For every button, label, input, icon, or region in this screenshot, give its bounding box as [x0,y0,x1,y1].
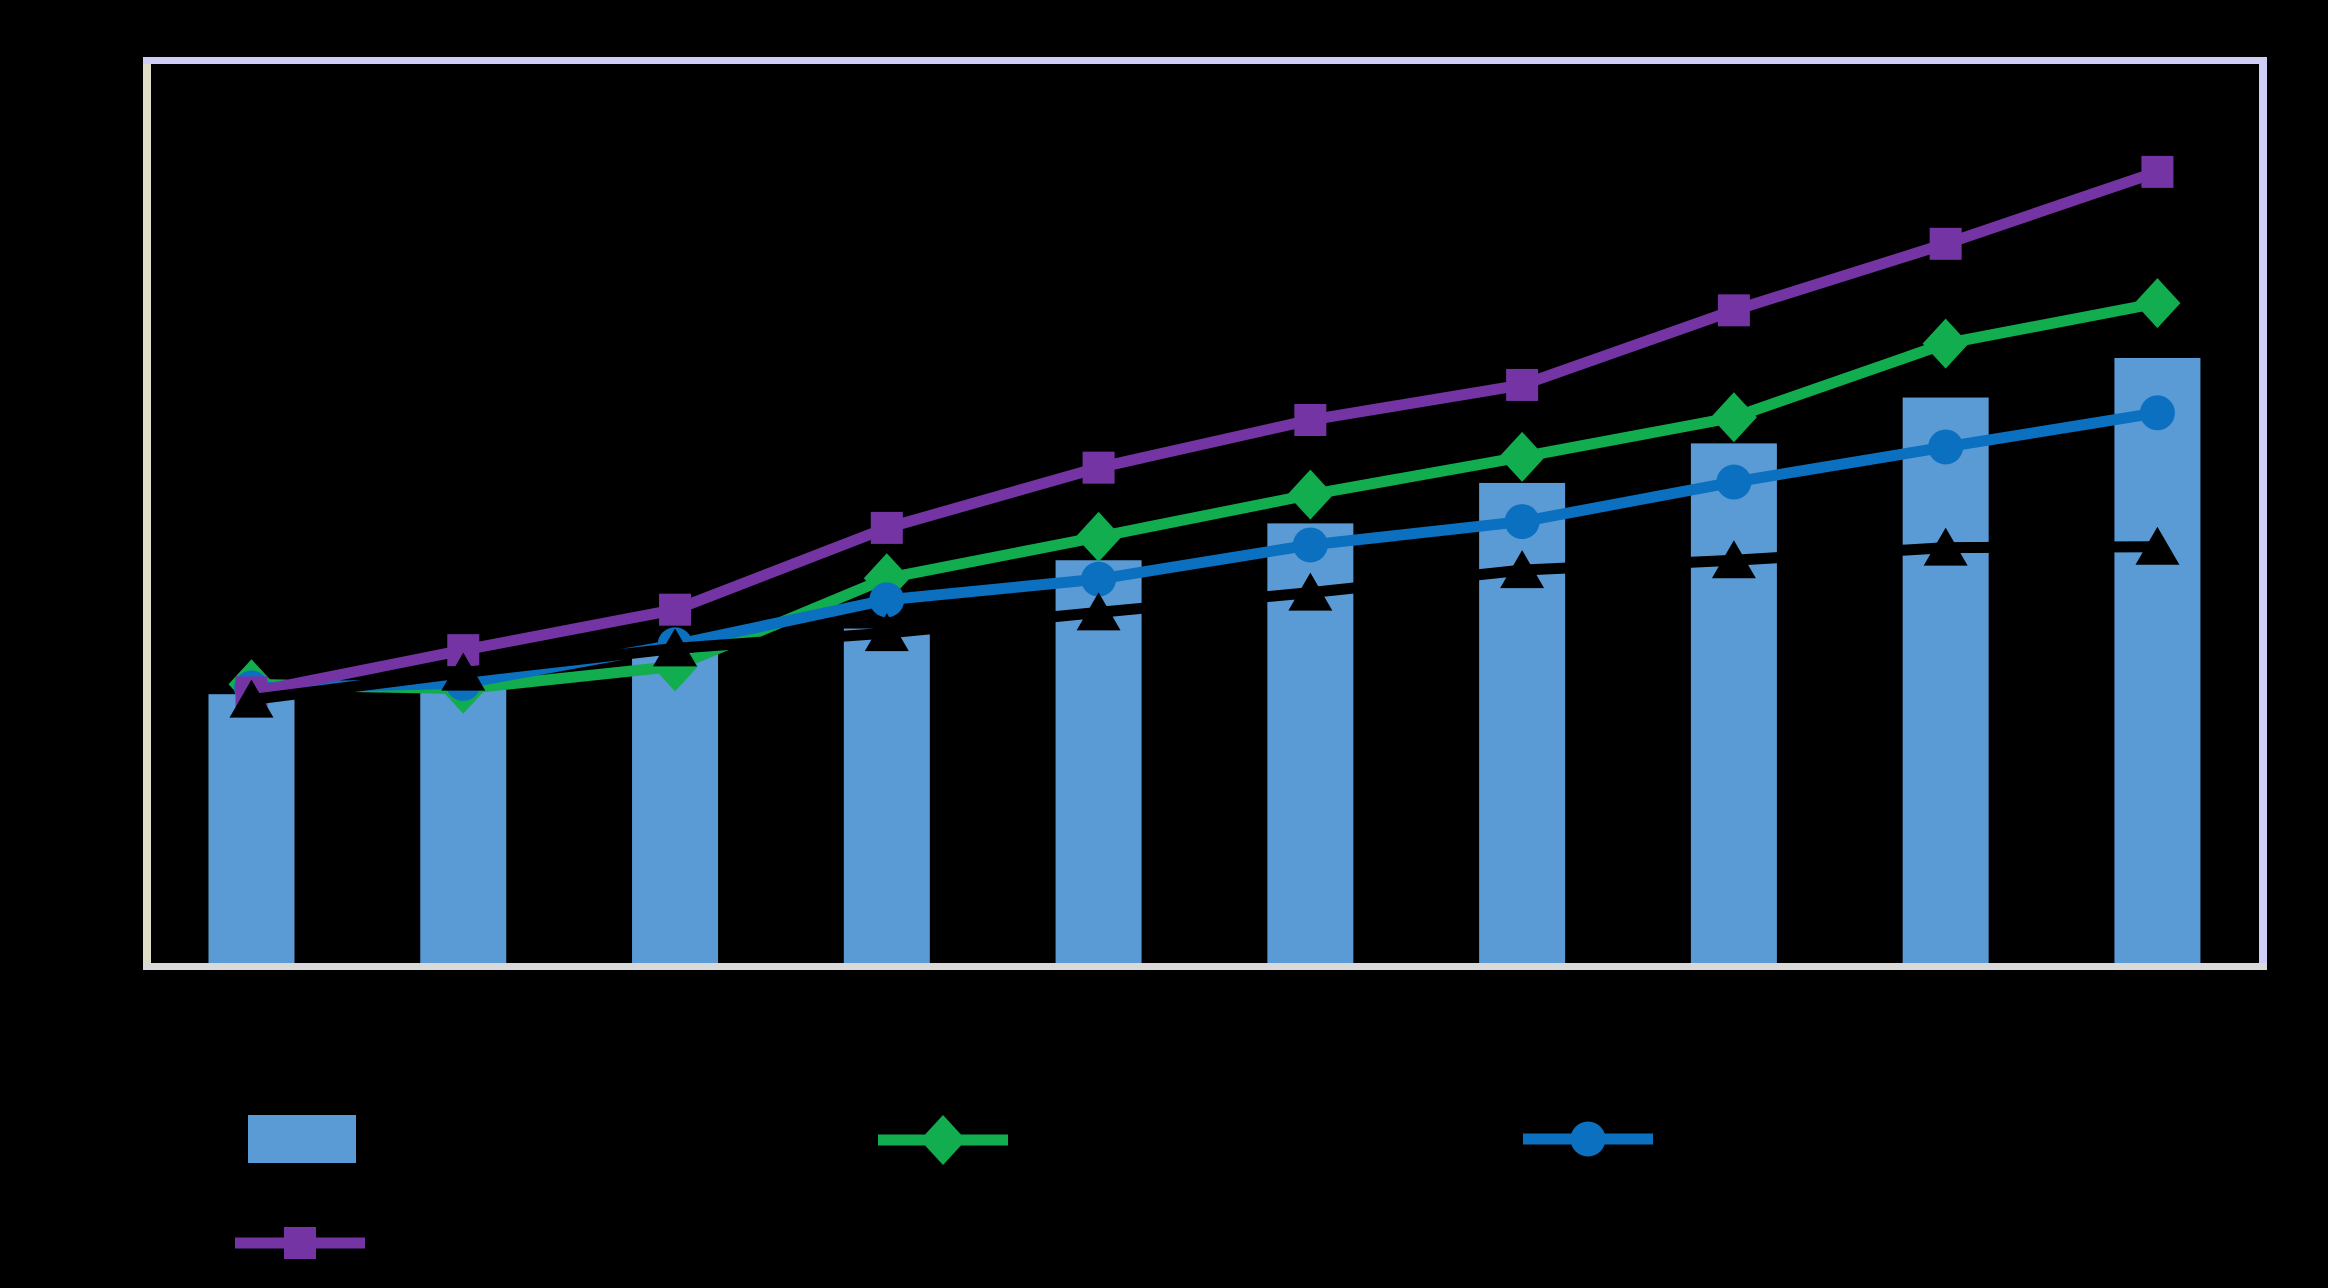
legend-diamond-marker [920,1115,966,1165]
green-diamond-line-path [251,297,2159,695]
square-marker [870,511,903,544]
square-marker [1506,368,1539,401]
diamond-marker [1499,431,1546,482]
plot-border-top [143,57,2267,64]
y-axis-line [143,64,151,963]
bar [420,689,507,963]
purple-square-line-path [250,166,2160,698]
legend-item-light-blue-bars [248,1115,356,1163]
legend-circle-marker [1570,1121,1606,1157]
legend-item-blue-circle-line [1523,1121,1653,1157]
bar [2114,357,2201,963]
plot-frame [143,57,2267,970]
square-marker [1294,404,1327,437]
triangle-marker [1288,572,1333,611]
circle-marker [2139,395,2175,431]
square-marker [1717,294,1750,327]
triangle-marker [1076,592,1121,631]
square-marker [659,593,692,626]
plot-border-right [2259,57,2267,970]
legend-item-purple-square-line [235,1227,365,1259]
legend-square-marker [284,1227,316,1259]
circle-marker [869,582,905,618]
circle-marker [1292,527,1328,563]
bar [1690,443,1777,963]
black-triangle-line-series [229,526,2180,718]
triangle-marker [864,613,909,652]
diamond-marker [2134,278,2181,329]
square-marker [2141,155,2174,188]
bar [1902,397,1989,963]
bar [843,628,930,963]
circle-marker [1081,561,1117,597]
diamond-marker [1287,469,1334,520]
square-marker [1082,451,1115,484]
diamond-marker [1710,392,1757,443]
legend-triangle-marker [921,1223,965,1261]
circle-marker [1928,429,1964,465]
triangle-marker [653,628,698,667]
legend-bar-swatch [248,1115,356,1163]
bar [208,694,295,963]
circle-marker [1716,464,1752,500]
circle-marker [1504,504,1540,540]
black-triangle-line-path [250,541,2158,706]
chart-legend [235,1115,1653,1261]
triangle-marker [1711,540,1756,579]
triangle-marker [1923,527,1968,566]
triangle-marker [441,652,486,691]
triangle-marker [1500,550,1545,589]
x-axis-line [143,963,2267,970]
legend-item-green-diamond-line [878,1115,1008,1165]
square-marker [1929,227,1962,260]
triangle-marker [2135,526,2180,565]
diamond-marker [1922,318,1969,369]
purple-square-line-series [235,155,2174,709]
legend-item-black-triangle-line [878,1223,1008,1261]
triangle-marker [229,679,274,718]
bar [632,652,719,963]
diamond-marker [1075,511,1122,562]
